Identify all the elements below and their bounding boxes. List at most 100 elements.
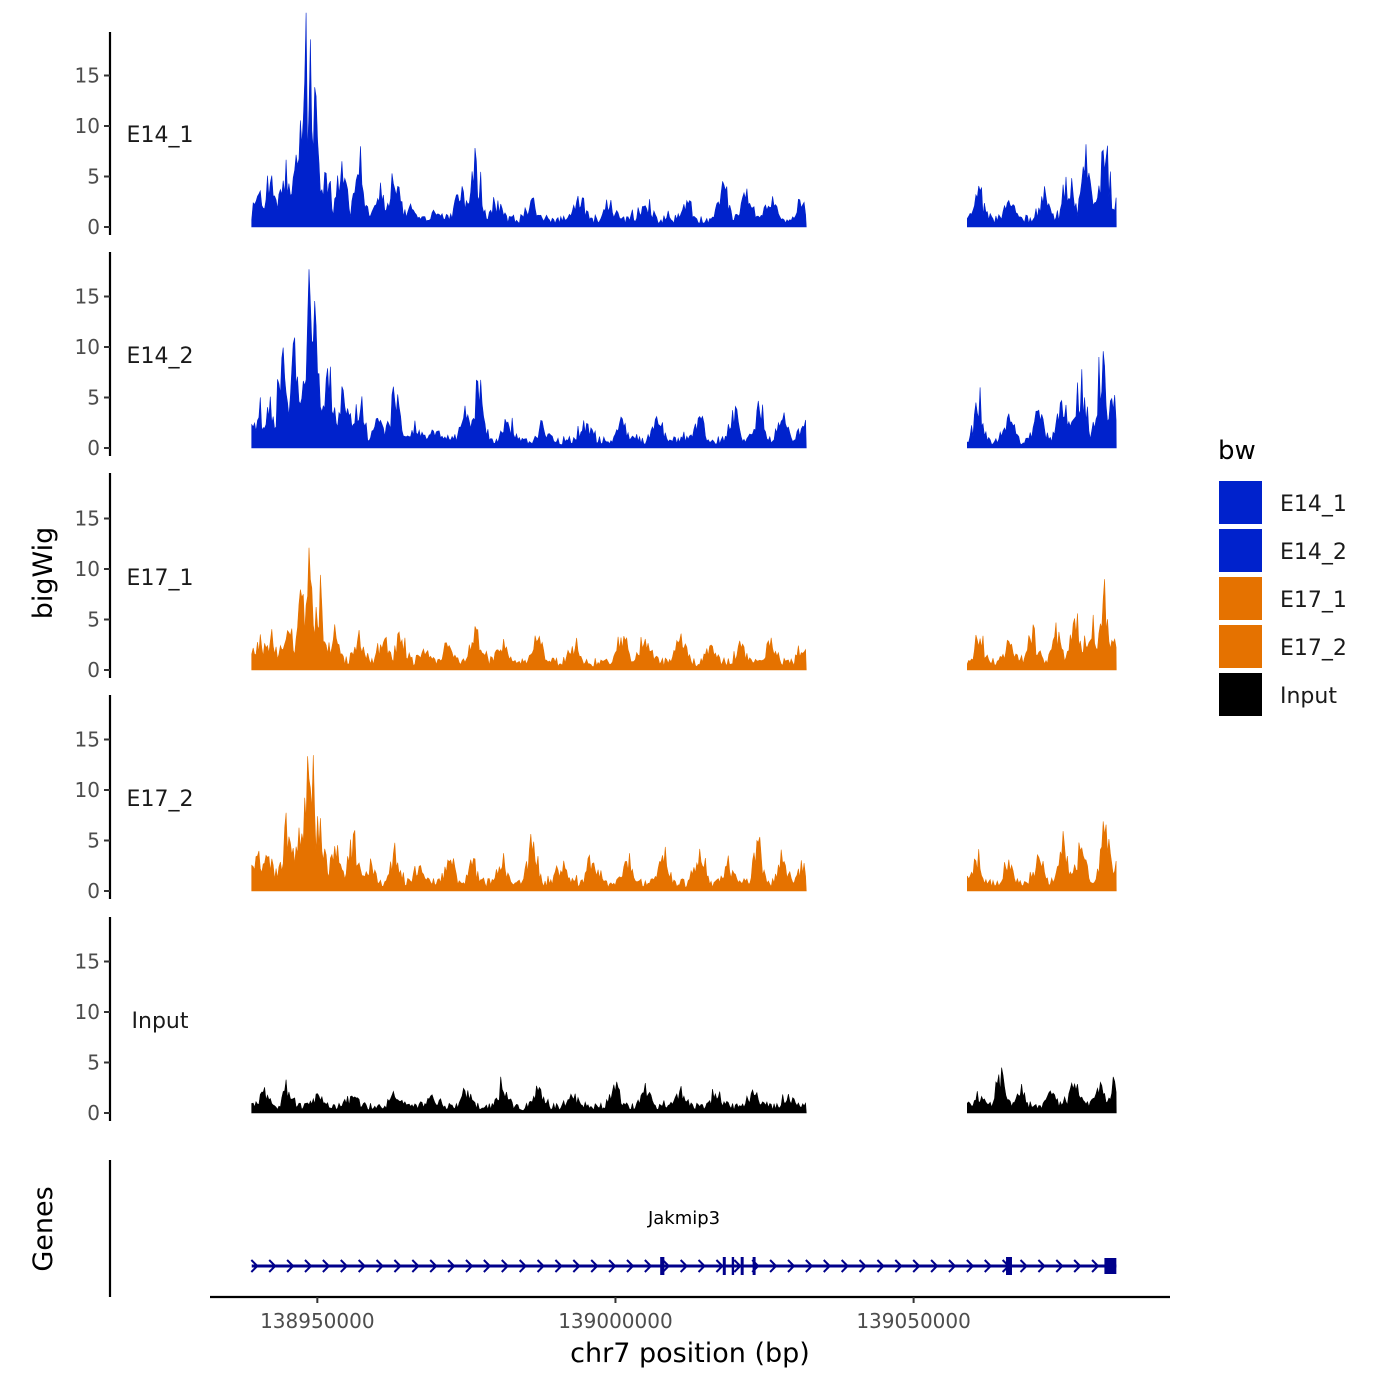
signal-area-e14-1-segment-2 bbox=[967, 144, 1117, 228]
track-label: E17_2 bbox=[127, 787, 194, 812]
legend-swatch bbox=[1217, 479, 1264, 526]
x-tick-label: 139050000 bbox=[856, 1309, 971, 1333]
strand-arrow bbox=[322, 1259, 331, 1273]
tracks: 0 5 10 15 E14_1 0 5 10 15 E14_2 0 5 10 15 E17_1 0 5 10 15 E… bbox=[75, 12, 1117, 1125]
strand-arrow bbox=[733, 1259, 742, 1273]
track-e14-1: 0 5 10 15 E14_1 bbox=[75, 12, 1117, 239]
strand-arrow bbox=[715, 1259, 724, 1273]
signal-area-e14-2-segment-2 bbox=[967, 351, 1117, 449]
track-label: E17_1 bbox=[127, 566, 194, 591]
y-tick-label: 10 bbox=[75, 114, 100, 138]
genes-axis-title: Genes bbox=[28, 1186, 59, 1271]
strand-arrow bbox=[483, 1259, 492, 1273]
signal-area-e14-1-segment-1 bbox=[251, 12, 807, 228]
strand-arrow bbox=[894, 1259, 903, 1273]
y-tick-label: 15 bbox=[75, 950, 100, 974]
legend-label: E17_1 bbox=[1280, 588, 1347, 613]
exon bbox=[660, 1257, 665, 1275]
strand-arrow bbox=[518, 1259, 528, 1273]
y-tick-label: 0 bbox=[87, 658, 100, 682]
legend-label: Input bbox=[1280, 684, 1337, 709]
strand-arrow bbox=[608, 1259, 617, 1273]
strand-arrow bbox=[375, 1259, 384, 1273]
legend-item-e17-1: E17_1 bbox=[1217, 575, 1347, 622]
y-tick-label: 15 bbox=[75, 507, 100, 531]
strand-arrow bbox=[411, 1259, 420, 1273]
y-tick-label: 15 bbox=[75, 64, 100, 88]
y-tick-label: 15 bbox=[75, 285, 100, 309]
track-label: E14_1 bbox=[127, 123, 194, 148]
strand-arrow bbox=[447, 1259, 456, 1273]
x-axis: 138950000 139000000 139050000 bbox=[210, 1295, 1170, 1333]
strand-arrow bbox=[697, 1259, 706, 1273]
exon bbox=[731, 1257, 735, 1275]
strand-arrow bbox=[948, 1259, 957, 1273]
strand-arrow bbox=[644, 1259, 653, 1273]
strand-arrow bbox=[787, 1259, 796, 1273]
track-label: Input bbox=[132, 1009, 189, 1034]
strand-arrow bbox=[930, 1259, 939, 1273]
signal-area-e17-2-segment-1 bbox=[251, 755, 807, 892]
strand-arrow bbox=[966, 1259, 975, 1273]
track-e17-1: 0 5 10 15 E17_1 bbox=[75, 473, 1117, 682]
strand-arrow bbox=[286, 1259, 295, 1273]
y-axis-title: bigWig bbox=[28, 527, 59, 620]
strand-arrow bbox=[912, 1259, 921, 1273]
strand-arrow bbox=[340, 1259, 349, 1273]
y-tick-label: 0 bbox=[87, 1101, 100, 1125]
track-label: E14_2 bbox=[127, 344, 194, 369]
strand-arrow bbox=[465, 1259, 474, 1273]
y-tick-label: 10 bbox=[75, 1000, 100, 1024]
y-tick-label: 0 bbox=[87, 879, 100, 903]
strand-arrow bbox=[1037, 1259, 1046, 1273]
strand-arrow bbox=[823, 1259, 832, 1273]
strand-arrow bbox=[805, 1259, 814, 1273]
legend-item-e14-1: E14_1 bbox=[1217, 479, 1347, 526]
exon bbox=[1006, 1257, 1012, 1275]
strand-arrow bbox=[662, 1259, 671, 1273]
y-tick-label: 10 bbox=[75, 778, 100, 802]
strand-arrow bbox=[1055, 1259, 1064, 1273]
y-tick-label: 5 bbox=[87, 608, 100, 632]
strand-arrow bbox=[858, 1259, 867, 1273]
x-axis-title: chr7 position (bp) bbox=[570, 1338, 810, 1369]
legend: bw E14_1 E14_2 E17_1 E17_2 Input bbox=[1217, 436, 1347, 718]
legend-item-e14-2: E14_2 bbox=[1217, 527, 1347, 574]
legend-label: E14_1 bbox=[1280, 492, 1347, 517]
legend-label: E14_2 bbox=[1280, 540, 1347, 565]
exon bbox=[722, 1257, 726, 1275]
strand-arrow bbox=[501, 1259, 510, 1273]
strand-arrow bbox=[429, 1259, 438, 1273]
exon bbox=[740, 1257, 744, 1275]
strand-arrow bbox=[554, 1259, 563, 1273]
legend-swatch bbox=[1217, 575, 1264, 622]
y-tick-label: 0 bbox=[87, 215, 100, 239]
strand-arrow bbox=[679, 1259, 689, 1273]
signal-area-input-segment-2 bbox=[967, 1067, 1117, 1114]
strand-arrow bbox=[268, 1259, 277, 1273]
gene-jakmip3: Jakmip3 bbox=[250, 1208, 1117, 1275]
strand-arrow bbox=[536, 1259, 545, 1273]
strand-arrow bbox=[840, 1259, 850, 1273]
signal-area-e17-2-segment-2 bbox=[967, 821, 1117, 892]
strand-arrow bbox=[984, 1259, 993, 1273]
y-tick-label: 0 bbox=[87, 436, 100, 460]
legend-label: E17_2 bbox=[1280, 636, 1347, 661]
legend-swatch bbox=[1217, 623, 1264, 670]
strand-arrow bbox=[626, 1259, 635, 1273]
y-tick-label: 5 bbox=[87, 1051, 100, 1075]
signal-area-input-segment-1 bbox=[251, 1076, 807, 1114]
track-e17-2: 0 5 10 15 E17_2 bbox=[75, 695, 1117, 903]
strand-arrow bbox=[1073, 1259, 1082, 1273]
gene-label: Jakmip3 bbox=[647, 1208, 720, 1229]
legend-item-e17-2: E17_2 bbox=[1217, 623, 1347, 670]
legend-title: bw bbox=[1218, 436, 1256, 466]
x-tick-label: 138950000 bbox=[260, 1309, 375, 1333]
legend-swatch bbox=[1217, 527, 1264, 574]
exon bbox=[752, 1257, 756, 1275]
strand-arrow bbox=[1091, 1259, 1100, 1273]
y-tick-label: 15 bbox=[75, 728, 100, 752]
track-input: 0 5 10 15 Input bbox=[75, 917, 1117, 1125]
signal-area-e17-1-segment-1 bbox=[251, 547, 807, 671]
